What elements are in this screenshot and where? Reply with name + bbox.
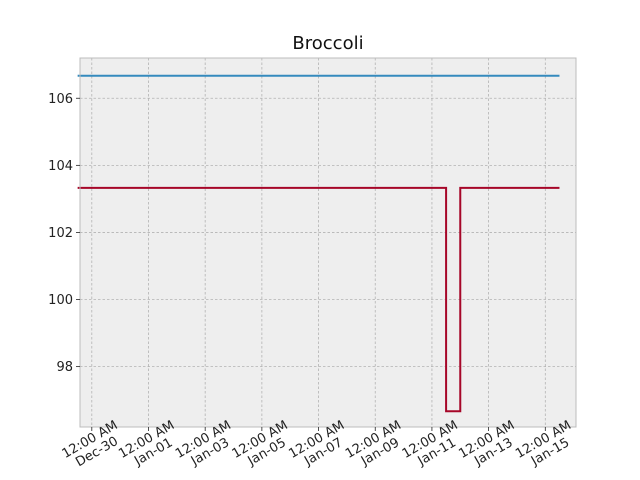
- y-tick-label: 104: [48, 159, 73, 174]
- y-tick-label: 100: [48, 293, 73, 308]
- chart-title: Broccoli: [292, 33, 363, 54]
- y-tick-label: 102: [48, 226, 73, 241]
- plot-frame: [79, 57, 577, 428]
- grid: [80, 58, 576, 427]
- y-tick-label: 106: [48, 92, 73, 107]
- y-tick-label: 98: [56, 360, 73, 375]
- plot-area: [80, 58, 576, 427]
- y-axis: 98 100 102 104 106: [48, 92, 80, 375]
- series-layer: [77, 74, 560, 413]
- series-line-2: [77, 186, 560, 413]
